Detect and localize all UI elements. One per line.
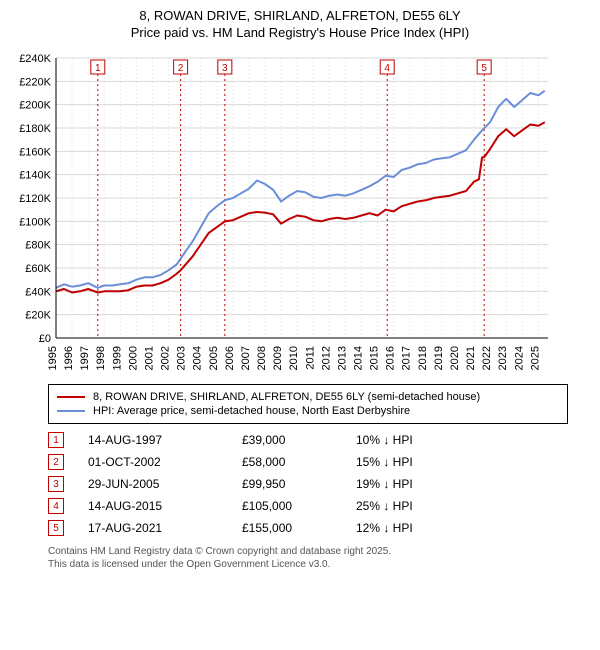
svg-text:2011: 2011	[304, 346, 316, 370]
transaction-date: 29-JUN-2005	[88, 477, 218, 491]
svg-text:4: 4	[384, 63, 390, 74]
svg-text:£100K: £100K	[19, 216, 51, 228]
transaction-row: 5 17-AUG-2021 £155,000 12% ↓ HPI	[48, 520, 550, 536]
svg-text:1998: 1998	[95, 346, 107, 370]
transaction-diff: 19% ↓ HPI	[356, 477, 476, 491]
svg-text:2018: 2018	[417, 346, 429, 370]
svg-text:2021: 2021	[465, 346, 477, 370]
svg-text:£60K: £60K	[25, 263, 51, 275]
svg-text:2000: 2000	[127, 346, 139, 370]
svg-text:2023: 2023	[497, 346, 509, 370]
transaction-row: 1 14-AUG-1997 £39,000 10% ↓ HPI	[48, 432, 550, 448]
svg-text:2019: 2019	[433, 346, 445, 370]
svg-text:1997: 1997	[79, 346, 91, 370]
transaction-price: £58,000	[242, 455, 332, 469]
transaction-row: 4 14-AUG-2015 £105,000 25% ↓ HPI	[48, 498, 550, 514]
svg-text:£240K: £240K	[19, 53, 51, 65]
svg-text:1: 1	[95, 63, 101, 74]
transaction-diff: 12% ↓ HPI	[356, 521, 476, 535]
svg-text:£40K: £40K	[25, 286, 51, 298]
title-address: 8, ROWAN DRIVE, SHIRLAND, ALFRETON, DE55…	[12, 8, 588, 23]
svg-text:£220K: £220K	[19, 76, 51, 88]
transaction-date: 17-AUG-2021	[88, 521, 218, 535]
transaction-date: 14-AUG-1997	[88, 433, 218, 447]
svg-text:5: 5	[481, 63, 487, 74]
svg-text:2005: 2005	[208, 346, 220, 370]
svg-text:2015: 2015	[369, 346, 381, 370]
transaction-price: £39,000	[242, 433, 332, 447]
svg-text:£80K: £80K	[25, 240, 51, 252]
svg-text:2017: 2017	[401, 346, 413, 370]
svg-text:2006: 2006	[224, 346, 236, 370]
svg-text:2001: 2001	[143, 346, 155, 370]
svg-text:1999: 1999	[111, 346, 123, 370]
transaction-row: 3 29-JUN-2005 £99,950 19% ↓ HPI	[48, 476, 550, 492]
svg-text:2016: 2016	[385, 346, 397, 370]
svg-text:£200K: £200K	[19, 100, 51, 112]
svg-text:2024: 2024	[513, 346, 525, 370]
transaction-price: £99,950	[242, 477, 332, 491]
svg-text:£20K: £20K	[25, 310, 51, 322]
chart-title-block: 8, ROWAN DRIVE, SHIRLAND, ALFRETON, DE55…	[12, 8, 588, 40]
svg-text:1995: 1995	[47, 346, 59, 370]
transaction-marker: 2	[48, 454, 64, 470]
svg-text:2004: 2004	[192, 346, 204, 370]
svg-text:2: 2	[178, 63, 184, 74]
legend-item: HPI: Average price, semi-detached house,…	[57, 405, 559, 417]
transaction-date: 14-AUG-2015	[88, 499, 218, 513]
transaction-date: 01-OCT-2002	[88, 455, 218, 469]
chart-area: £0 £20K £40K £60K £80K £100K £120K £140K £160K £1…	[12, 48, 588, 378]
legend: 8, ROWAN DRIVE, SHIRLAND, ALFRETON, DE55…	[48, 384, 568, 424]
transaction-marker: 3	[48, 476, 64, 492]
legend-item: 8, ROWAN DRIVE, SHIRLAND, ALFRETON, DE55…	[57, 391, 559, 403]
svg-text:1996: 1996	[63, 346, 75, 370]
svg-text:3: 3	[222, 63, 228, 74]
svg-text:2009: 2009	[272, 346, 284, 370]
legend-swatch	[57, 410, 85, 412]
svg-text:2012: 2012	[320, 346, 332, 370]
svg-text:2003: 2003	[176, 346, 188, 370]
transaction-diff: 15% ↓ HPI	[356, 455, 476, 469]
footer-attribution: Contains HM Land Registry data © Crown c…	[48, 546, 588, 571]
svg-text:2010: 2010	[288, 346, 300, 370]
svg-text:£120K: £120K	[19, 193, 51, 205]
svg-text:2002: 2002	[160, 346, 172, 370]
svg-text:2022: 2022	[481, 346, 493, 370]
svg-text:2020: 2020	[449, 346, 461, 370]
svg-text:2014: 2014	[352, 346, 364, 370]
transaction-marker: 5	[48, 520, 64, 536]
footer-line1: Contains HM Land Registry data © Crown c…	[48, 546, 588, 559]
transaction-row: 2 01-OCT-2002 £58,000 15% ↓ HPI	[48, 454, 550, 470]
svg-text:£160K: £160K	[19, 146, 51, 158]
svg-text:£140K: £140K	[19, 170, 51, 182]
transaction-marker: 1	[48, 432, 64, 448]
svg-text:2007: 2007	[240, 346, 252, 370]
transaction-price: £105,000	[242, 499, 332, 513]
legend-label: 8, ROWAN DRIVE, SHIRLAND, ALFRETON, DE55…	[93, 391, 480, 403]
svg-text:2013: 2013	[336, 346, 348, 370]
footer-line2: This data is licensed under the Open Gov…	[48, 559, 588, 572]
legend-label: HPI: Average price, semi-detached house,…	[93, 405, 410, 417]
svg-text:£180K: £180K	[19, 123, 51, 135]
transaction-marker: 4	[48, 498, 64, 514]
title-subtitle: Price paid vs. HM Land Registry's House …	[12, 25, 588, 40]
svg-text:2008: 2008	[256, 346, 268, 370]
transaction-price: £155,000	[242, 521, 332, 535]
svg-text:2025: 2025	[529, 346, 541, 370]
svg-text:£0: £0	[39, 333, 51, 345]
transaction-diff: 10% ↓ HPI	[356, 433, 476, 447]
line-chart: £0 £20K £40K £60K £80K £100K £120K £140K £160K £1…	[12, 48, 552, 378]
transaction-diff: 25% ↓ HPI	[356, 499, 476, 513]
transactions-table: 1 14-AUG-1997 £39,000 10% ↓ HPI 2 01-OCT-2002…	[48, 432, 550, 536]
legend-swatch	[57, 396, 85, 398]
